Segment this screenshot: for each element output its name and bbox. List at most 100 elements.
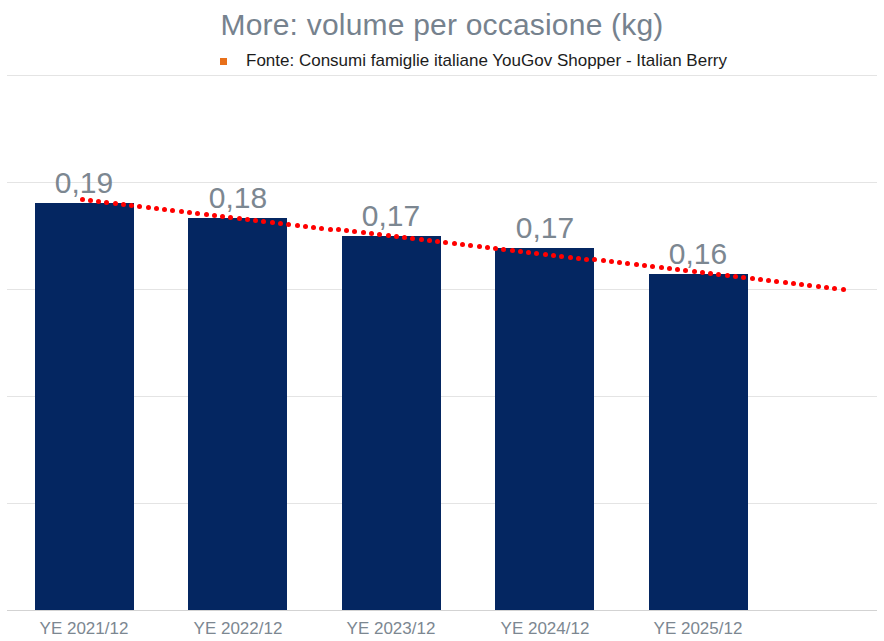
- bar-ye-2024-12: [495, 248, 594, 610]
- trendline-dot: [576, 256, 581, 261]
- x-axis-tick-label: YE 2023/12: [321, 619, 461, 639]
- bar-value-label: 0,17: [475, 213, 615, 243]
- gridline: [7, 75, 877, 76]
- x-axis-tick-label: YE 2022/12: [168, 619, 308, 639]
- trendline-dot: [377, 232, 382, 237]
- trendline-dot: [733, 274, 738, 279]
- trendline-dot: [518, 249, 523, 254]
- trendline-dot: [452, 241, 457, 246]
- trendline-dot: [824, 285, 829, 290]
- trendline-dot: [270, 220, 275, 225]
- trendline-dot: [96, 199, 101, 204]
- trendline-dot: [807, 283, 812, 288]
- trendline-dot: [295, 223, 300, 228]
- trendline-dot: [154, 206, 159, 211]
- trendline-dot: [592, 257, 597, 262]
- bar-value-label: 0,18: [168, 183, 308, 213]
- trendline-dot: [113, 201, 118, 206]
- trendline-dot: [650, 264, 655, 269]
- trendline-dot: [212, 213, 217, 218]
- trendline-dot: [584, 257, 589, 262]
- trendline-dot: [725, 273, 730, 278]
- trendline-dot: [253, 218, 258, 223]
- trendline-dot: [617, 260, 622, 265]
- trendline-dot: [187, 210, 192, 215]
- trendline-dot: [634, 262, 639, 267]
- x-axis-tick-label: YE 2021/12: [14, 619, 154, 639]
- trendline-dot: [477, 244, 482, 249]
- trendline-dot: [146, 205, 151, 210]
- trendline-dot: [816, 284, 821, 289]
- bar-value-label: 0,16: [628, 239, 768, 269]
- trendline-dot: [170, 208, 175, 213]
- trendline-dot: [766, 278, 771, 283]
- trendline-dot: [386, 233, 391, 238]
- trendline-dot: [741, 275, 746, 280]
- trendline-dot: [435, 239, 440, 244]
- trendline-dot: [121, 202, 126, 207]
- bar-value-label: 0,17: [321, 201, 461, 231]
- trendline-dot: [659, 265, 664, 270]
- trendline-dot: [493, 246, 498, 251]
- bar-ye-2023-12: [342, 236, 441, 610]
- trendline-dot: [402, 235, 407, 240]
- trendline-dot: [369, 231, 374, 236]
- trendline-dot: [625, 261, 630, 266]
- trendline-dot: [162, 207, 167, 212]
- trendline-dot: [204, 212, 209, 217]
- trendline-dot: [485, 245, 490, 250]
- trendline-dot: [245, 217, 250, 222]
- trendline-dot: [716, 272, 721, 277]
- trendline-dot: [88, 198, 93, 203]
- bar-ye-2022-12: [188, 218, 287, 610]
- trendline-dot: [361, 230, 366, 235]
- trendline-dot: [137, 204, 142, 209]
- trendline-dot: [692, 269, 697, 274]
- trendline-dot: [328, 227, 333, 232]
- trendline-dot: [683, 268, 688, 273]
- trendline-dot: [526, 250, 531, 255]
- trendline-dot: [394, 234, 399, 239]
- trendline-dot: [228, 215, 233, 220]
- trendline-dot: [303, 224, 308, 229]
- trendline-dot: [791, 281, 796, 286]
- trendline-dot: [708, 271, 713, 276]
- trendline-dot: [195, 211, 200, 216]
- trendline-dot: [642, 263, 647, 268]
- trendline-dot: [675, 267, 680, 272]
- trendline-dot: [774, 279, 779, 284]
- slide: More: volume per occasione (kg) Fonte: C…: [0, 0, 884, 641]
- trendline-dot: [336, 227, 341, 232]
- trendline-dot: [799, 282, 804, 287]
- bar-ye-2021-12: [35, 203, 134, 610]
- trendline-dot: [783, 280, 788, 285]
- bar-value-label: 0,19: [14, 168, 154, 198]
- trendline-dot: [551, 253, 556, 258]
- trendline-dot: [443, 240, 448, 245]
- trendline-dot: [700, 270, 705, 275]
- trendline-dot: [220, 214, 225, 219]
- trendline-dot: [278, 221, 283, 226]
- trendline-dot: [319, 226, 324, 231]
- trendline-dot: [261, 219, 266, 224]
- trendline-dot: [832, 286, 837, 291]
- trendline-dot: [534, 251, 539, 256]
- trendline-dot: [667, 266, 672, 271]
- trendline-dot: [410, 236, 415, 241]
- trendline-dot: [286, 222, 291, 227]
- trendline-dot: [609, 259, 614, 264]
- trendline-dot: [841, 287, 846, 292]
- trendline-dot: [352, 229, 357, 234]
- bar-ye-2025-12: [649, 274, 748, 610]
- x-axis-line: [7, 610, 877, 611]
- trendline-dot: [543, 252, 548, 257]
- trendline-dot: [344, 228, 349, 233]
- trendline-dot: [460, 242, 465, 247]
- x-axis-tick-label: YE 2025/12: [628, 619, 768, 639]
- trendline-dot: [468, 243, 473, 248]
- trendline-dot: [601, 258, 606, 263]
- trendline-dot: [501, 247, 506, 252]
- trendline-dot: [750, 276, 755, 281]
- trendline-dot: [427, 238, 432, 243]
- trendline-dot: [237, 216, 242, 221]
